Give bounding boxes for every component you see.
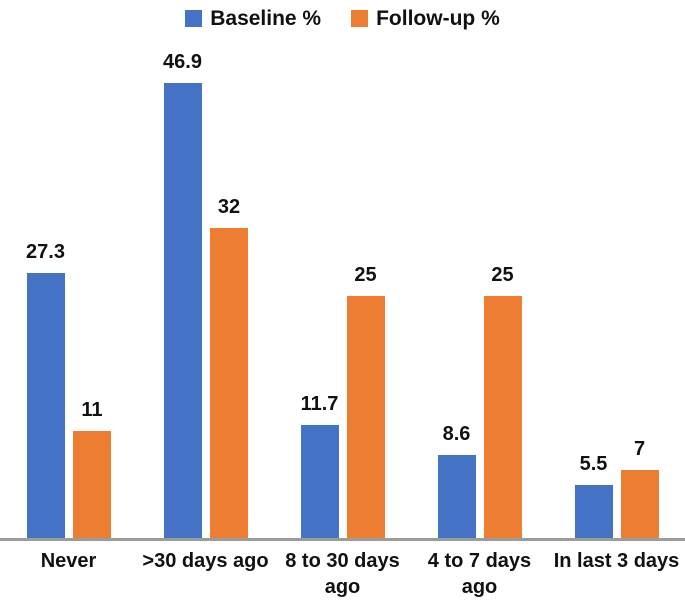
legend-label-followup: Follow-up %	[376, 6, 500, 30]
bar-baseline	[26, 273, 65, 538]
followup-swatch-icon	[351, 9, 369, 27]
bar-group: 27.3 11	[0, 34, 137, 538]
bar-baseline	[574, 485, 613, 538]
bar-followup	[72, 431, 111, 538]
data-label: 11	[81, 399, 103, 421]
data-label: 32	[217, 196, 241, 218]
bar-wrap: 27.3	[26, 242, 65, 538]
data-label: 5.5	[579, 453, 608, 475]
bar-wrap: 11.7	[300, 393, 339, 538]
x-axis-line	[0, 538, 685, 541]
legend-item-baseline: Baseline %	[185, 8, 321, 29]
bar-baseline	[437, 455, 476, 538]
bar-wrap: 11	[72, 399, 111, 538]
legend-item-followup: Follow-up %	[351, 8, 500, 29]
legend-label-baseline: Baseline %	[210, 6, 322, 30]
data-label: 7	[633, 438, 646, 460]
bar-group: 11.7 25	[274, 34, 411, 538]
bar-wrap: 32	[209, 196, 248, 538]
bar-followup	[209, 228, 248, 538]
bar-wrap: 25	[483, 264, 522, 538]
data-label: 46.9	[163, 51, 202, 73]
bar-wrap: 25	[346, 264, 385, 538]
bar-wrap: 8.6	[437, 423, 476, 538]
data-label: 25	[491, 264, 514, 286]
bar-followup	[620, 470, 659, 538]
bar-wrap: 5.5	[574, 453, 613, 538]
plot-area: 27.3 11 46.9 32 11.7 25 8.6 25 5.5 7	[0, 34, 685, 538]
bar-baseline	[300, 425, 339, 538]
bar-group: 5.5 7	[548, 34, 685, 538]
data-label: 8.6	[442, 423, 471, 445]
bar-wrap: 7	[620, 438, 659, 538]
category-label-gt30-days: >30 days ago	[142, 550, 269, 572]
bar-baseline	[163, 83, 202, 538]
bar-followup	[346, 296, 385, 538]
category-label-last-3-days: In last 3 days	[553, 550, 680, 572]
data-label: 27.3	[26, 241, 65, 263]
baseline-swatch-icon	[185, 9, 203, 27]
bar-group: 46.9 32	[137, 34, 274, 538]
bar-group: 8.6 25	[411, 34, 548, 538]
data-label: 11.7	[300, 393, 339, 415]
bar-followup	[483, 296, 522, 538]
data-label: 25	[354, 264, 377, 286]
category-label-never: Never	[40, 550, 97, 572]
category-label-8-30-days: 8 to 30 days ago	[285, 550, 400, 598]
category-label-4-7-days: 4 to 7 days ago	[427, 550, 532, 598]
category-axis: Never >30 days ago 8 to 30 days ago 4 to…	[0, 541, 685, 600]
chart-legend: Baseline % Follow-up %	[0, 0, 685, 34]
bar-wrap: 46.9	[163, 52, 202, 538]
